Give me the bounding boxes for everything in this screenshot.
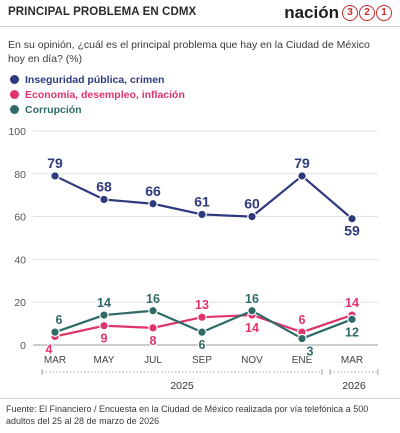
year-label-2025: 2025 (170, 380, 194, 392)
y-tick-label-80: 80 (14, 169, 26, 181)
data-label-1-6: 14 (345, 296, 359, 310)
data-label-0-5: 79 (294, 155, 310, 171)
brand-digit-1: 1 (376, 5, 392, 21)
y-tick-label-0: 0 (20, 340, 26, 352)
x-tick-label-5: ENE (292, 355, 313, 366)
data-point-1-1 (99, 320, 109, 331)
y-tick-label-100: 100 (8, 126, 26, 138)
data-point-2-6 (347, 314, 357, 325)
legend-dot-corrupcion (10, 105, 19, 114)
data-label-1-0: 4 (46, 342, 53, 356)
data-point-0-5 (297, 171, 307, 181)
data-point-0-3 (197, 209, 207, 220)
y-tick-label-20: 20 (14, 297, 26, 309)
chart-title: PRINCIPAL PROBLEMA EN CDMX (8, 6, 197, 18)
legend-label-inseguridad: Inseguridad pública, crimen (25, 73, 165, 86)
data-label-2-5: 3 (307, 345, 314, 359)
data-point-0-0 (50, 171, 60, 181)
legend-dot-economia (10, 90, 19, 99)
y-tick-label-40: 40 (14, 254, 26, 266)
y-tick-label-60: 60 (14, 212, 26, 224)
source-note: Fuente: El Financiero / Encuesta en la C… (6, 404, 369, 426)
legend-item-economia: Economía, desempleo, inflación (10, 87, 185, 102)
chart-header: PRINCIPAL PROBLEMA EN CDMX nación 3 2 1 (0, 0, 400, 27)
legend-label-economia: Economía, desempleo, inflación (25, 88, 185, 101)
chart-legend: Inseguridad pública, crimen Economía, de… (10, 72, 185, 117)
data-point-2-0 (50, 327, 60, 337)
legend-label-corrupcion: Corrupción (25, 103, 82, 116)
data-label-1-4: 14 (245, 321, 259, 335)
brand-logo: nación 3 2 1 (284, 3, 392, 23)
legend-item-inseguridad: Inseguridad pública, crimen (10, 72, 185, 87)
data-label-0-2: 66 (145, 183, 161, 199)
x-tick-label-4: NOV (241, 355, 263, 366)
x-tick-label-2: JUL (144, 355, 162, 366)
data-label-1-5: 6 (299, 313, 306, 327)
data-label-2-0: 6 (56, 313, 63, 327)
data-point-2-1 (99, 310, 109, 320)
x-tick-label-3: SEP (192, 355, 212, 366)
line-chart: 0 20 40 60 80 100 MAR MAY JUL SEP NOV ENE MAR 2025 202… (8, 126, 379, 392)
data-label-1-2: 8 (150, 334, 157, 348)
data-point-2-3 (197, 327, 207, 337)
legend-item-corrupcion: Corrupción (10, 102, 185, 117)
data-label-1-3: 13 (195, 298, 209, 312)
data-label-0-4: 60 (244, 196, 260, 212)
data-label-2-4: 16 (245, 292, 259, 306)
x-tick-label-0: MAR (44, 355, 66, 366)
data-label-2-1: 14 (97, 296, 111, 310)
x-tick-label-6: MAR (341, 355, 363, 366)
data-point-1-3 (197, 312, 207, 322)
brand-word: nación (284, 3, 339, 22)
year-label-2026: 2026 (342, 380, 366, 392)
survey-question: En su opinión, ¿cuál es el principal pro… (8, 39, 370, 65)
data-label-2-3: 6 (199, 338, 206, 352)
brand-digit-3: 3 (342, 5, 358, 21)
data-point-1-2 (148, 323, 158, 333)
data-point-0-4 (247, 211, 257, 222)
data-label-2-2: 16 (146, 292, 160, 306)
chart-footer: Fuente: El Financiero / Encuesta en la C… (0, 398, 400, 427)
data-label-0-3: 61 (194, 193, 210, 209)
data-label-0-0: 79 (47, 155, 63, 171)
data-label-0-6: 59 (344, 223, 360, 239)
data-point-2-5 (297, 333, 307, 344)
data-label-1-1: 9 (101, 332, 108, 346)
data-point-0-6 (347, 213, 357, 224)
brand-digit-2: 2 (359, 5, 375, 21)
data-point-0-1 (99, 194, 109, 205)
legend-dot-inseguridad (10, 75, 19, 84)
data-point-2-4 (247, 305, 257, 316)
data-label-0-1: 68 (96, 178, 112, 194)
x-tick-label-1: MAY (94, 355, 115, 366)
data-point-0-2 (148, 198, 158, 209)
data-point-2-2 (148, 305, 158, 316)
data-label-2-6: 12 (345, 325, 359, 339)
